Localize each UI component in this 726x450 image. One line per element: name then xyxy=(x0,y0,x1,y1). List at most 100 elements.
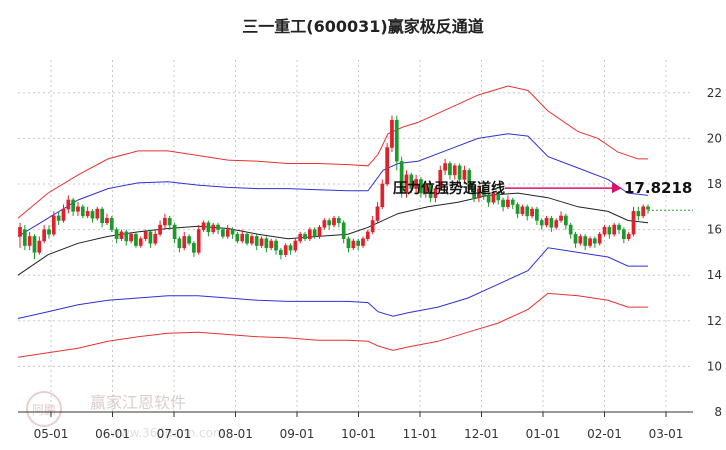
annotation-value: 17.8218 xyxy=(624,179,692,197)
x-tick-label: 12-01 xyxy=(464,427,499,441)
candle-body xyxy=(365,231,370,239)
candle-body xyxy=(317,227,322,237)
candle-body xyxy=(438,170,443,189)
candle-body xyxy=(617,224,621,230)
x-tick-label: 02-01 xyxy=(587,427,622,441)
candle-body xyxy=(114,229,119,239)
candle-body xyxy=(66,199,71,210)
candle-body xyxy=(119,231,124,239)
x-tick-label: 06-01 xyxy=(95,427,130,441)
candle-body xyxy=(225,229,230,237)
candle-body xyxy=(167,217,172,226)
candle-body xyxy=(564,215,568,226)
candle-body xyxy=(235,233,240,242)
candle-body xyxy=(593,238,597,244)
candle-body xyxy=(549,217,554,228)
y-tick-label: 12 xyxy=(707,314,722,328)
candle-body xyxy=(61,208,66,221)
candle-body xyxy=(501,199,505,208)
candle-body xyxy=(515,204,520,214)
candle-body xyxy=(491,192,496,203)
candle-body xyxy=(346,238,351,249)
candle-body xyxy=(583,236,588,246)
candle-body xyxy=(105,217,109,224)
candle-body xyxy=(221,229,225,237)
candle-body xyxy=(390,119,394,148)
candle-body xyxy=(520,206,525,214)
x-tick-label: 01-01 xyxy=(526,427,561,441)
candle-body xyxy=(588,238,592,246)
candle-body xyxy=(414,179,418,189)
candle-body xyxy=(187,236,191,244)
candle-body xyxy=(428,183,433,198)
candle-body xyxy=(544,217,549,226)
candle-body xyxy=(322,220,327,228)
candle-body xyxy=(51,215,56,235)
x-tick-label: 09-01 xyxy=(280,427,315,441)
candle-body xyxy=(312,229,317,237)
band-outer_lower xyxy=(17,292,648,358)
band-inner_lower xyxy=(17,247,648,319)
x-tick-label: 08-01 xyxy=(218,427,253,441)
candle-body xyxy=(206,222,211,233)
candle-body xyxy=(631,211,636,235)
candle-body xyxy=(138,238,143,246)
candle-body xyxy=(148,231,153,244)
candle-body xyxy=(163,217,167,226)
candle-body xyxy=(245,233,249,244)
candle-body xyxy=(283,245,288,255)
candle-body xyxy=(559,215,563,221)
candle-body xyxy=(612,224,617,235)
candle-body xyxy=(530,208,534,217)
y-tick-label: 16 xyxy=(707,223,722,237)
candle-body xyxy=(42,229,47,242)
candle-body xyxy=(433,188,438,198)
candle-body xyxy=(525,206,530,217)
candle-body xyxy=(419,179,423,194)
candle-body xyxy=(626,233,631,239)
candle-body xyxy=(240,233,245,242)
candle-body xyxy=(129,233,133,242)
candle-body xyxy=(124,231,129,242)
resistance-annotation: 压力位强势通道线 17.8218 xyxy=(393,179,693,211)
candle-body xyxy=(641,206,646,217)
candles xyxy=(18,115,650,260)
candle-body xyxy=(539,220,544,226)
candle-body xyxy=(636,211,641,217)
candle-body xyxy=(452,165,457,176)
x-tick-label: 11-01 xyxy=(403,427,438,441)
candle-body xyxy=(288,245,293,251)
candle-body xyxy=(196,229,201,253)
candle-body xyxy=(211,224,216,233)
candle-body xyxy=(399,160,404,194)
candle-body xyxy=(443,163,447,171)
candle-body xyxy=(216,224,220,230)
candle-body xyxy=(380,183,385,208)
channel-bands xyxy=(17,85,649,358)
candle-body xyxy=(602,227,607,235)
candle-body xyxy=(423,183,428,194)
grid xyxy=(18,60,693,412)
candle-body xyxy=(76,206,80,212)
candle-body xyxy=(279,249,283,255)
candle-body xyxy=(448,163,452,176)
candle-body xyxy=(90,211,95,219)
watermark-brand: 赢家江恩软件 xyxy=(90,393,186,412)
candle-body xyxy=(535,208,539,221)
x-tick-label: 07-01 xyxy=(157,427,192,441)
candle-body xyxy=(201,222,206,230)
candle-body xyxy=(341,222,346,239)
candle-body xyxy=(597,233,602,244)
candle-body xyxy=(385,147,389,185)
candle-body xyxy=(254,236,259,246)
x-tick-label: 10-01 xyxy=(341,427,376,441)
candle-body xyxy=(409,174,414,189)
candle-body xyxy=(307,229,312,239)
candle-body xyxy=(506,199,510,208)
candle-body xyxy=(375,206,380,221)
candle-body xyxy=(336,217,341,224)
candle-body xyxy=(554,220,559,228)
candle-body xyxy=(80,206,85,217)
candle-body xyxy=(481,188,486,196)
